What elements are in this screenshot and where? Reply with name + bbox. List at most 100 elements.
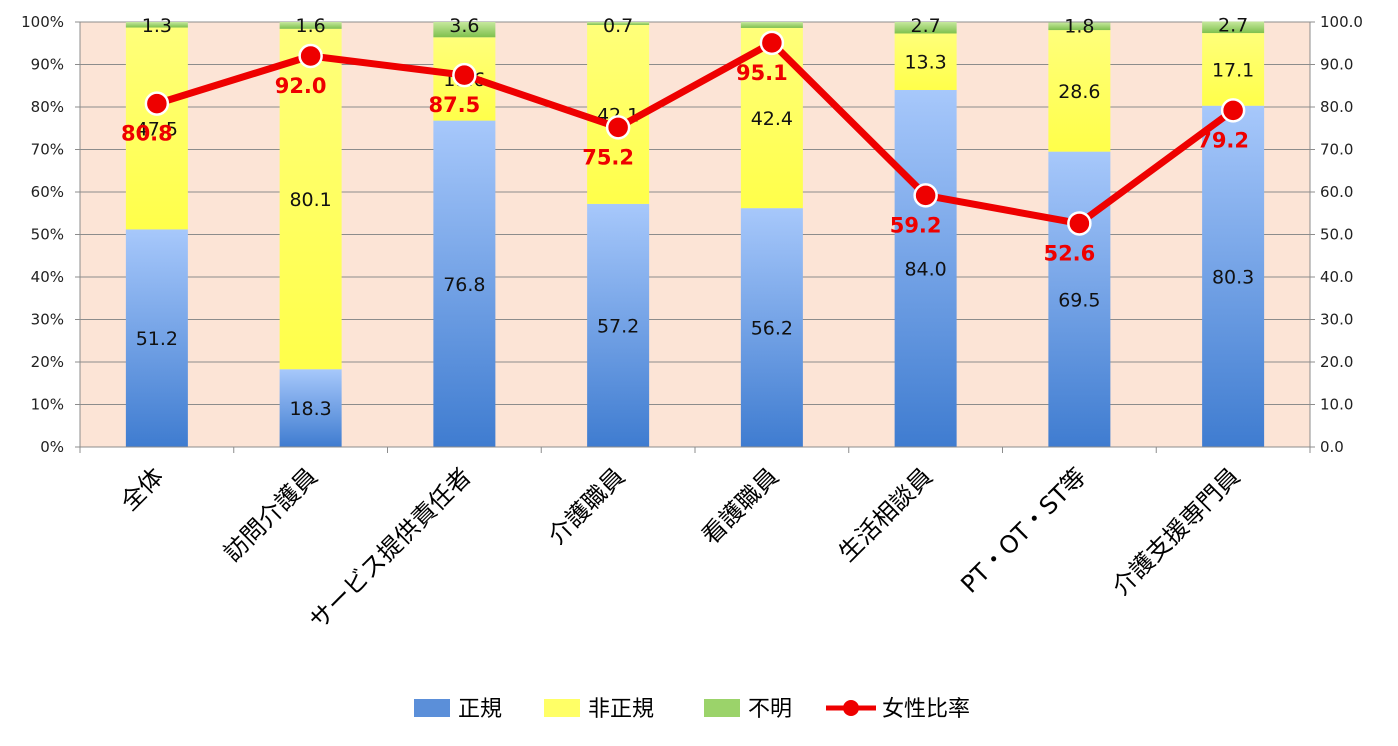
- axes: 0% 10% 20% 30% 40% 50% 60% 70% 80% 90% 100% 0.0 10.0…: [21, 13, 1363, 456]
- bar-segment-unknown: [125, 22, 188, 28]
- right-tick-label: 20.0: [1320, 353, 1353, 371]
- female-ratio-label: 75.2: [582, 145, 634, 169]
- bar-segment-nonregular: [279, 28, 342, 370]
- bar-segment-regular: [125, 229, 188, 447]
- category-label: PT・OT・ST等: [955, 462, 1091, 598]
- segment-label-regular: 18.3: [289, 398, 331, 420]
- left-tick-label: 20%: [31, 353, 64, 371]
- legend: 正規 非正規 不明 女性比率: [414, 697, 970, 722]
- female-ratio-label: 59.2: [890, 213, 942, 237]
- left-tick-label: 50%: [31, 226, 64, 244]
- category-label: 介護支援専門員: [1107, 462, 1246, 601]
- category-label: サービス提供責任者: [304, 462, 477, 635]
- bar-segment-regular: [1202, 105, 1265, 447]
- left-tick-label: 30%: [31, 311, 64, 329]
- bar-segment-regular: [433, 120, 496, 447]
- category-label: 看護職員: [696, 462, 784, 550]
- segment-label-unknown: 1.8: [1064, 15, 1094, 37]
- bar-segment-nonregular: [894, 33, 957, 90]
- segment-label-nonregular: 28.6: [1058, 81, 1100, 103]
- category-label: 生活相談員: [833, 462, 938, 567]
- bar-segment-unknown: [587, 22, 650, 25]
- legend-label-regular: 正規: [458, 697, 502, 722]
- bar-segment-nonregular: [125, 27, 188, 230]
- female-ratio-label: 79.2: [1197, 128, 1249, 152]
- bar-segment-regular: [894, 90, 957, 447]
- bars: [125, 21, 1265, 447]
- legend-label-nonregular: 非正規: [588, 697, 654, 722]
- bar-segment-regular: [279, 369, 342, 447]
- right-tick-label: 10.0: [1320, 396, 1353, 414]
- bar-segment-regular: [1048, 151, 1111, 447]
- segment-label-unknown: 0.7: [603, 15, 633, 37]
- segment-label-unknown: 1.6: [296, 15, 326, 37]
- segment-label-nonregular: 80.1: [289, 189, 331, 211]
- right-tick-label: 50.0: [1320, 226, 1353, 244]
- bar-segment-nonregular: [1202, 33, 1265, 106]
- left-tick-label: 70%: [31, 141, 64, 159]
- female-ratio-label: 95.1: [736, 61, 788, 85]
- female-ratio-line: 80.8 92.0 87.5 75.2 95.1 59.2 52.6 79.2: [121, 30, 1249, 265]
- right-tick-label: 40.0: [1320, 268, 1353, 286]
- segment-label-regular: 51.2: [136, 328, 178, 350]
- legend-swatch-unknown: [704, 699, 740, 717]
- segment-label-unknown: 2.7: [911, 15, 941, 37]
- female-ratio-polyline: [155, 39, 1236, 227]
- legend-swatch-nonregular: [544, 699, 580, 717]
- segment-label-unknown: 3.6: [449, 15, 479, 37]
- category-label: 訪問介護員: [218, 462, 323, 567]
- left-tick-label: 40%: [31, 268, 64, 286]
- legend-marker-female-ratio: [843, 700, 859, 716]
- bar-segment-unknown: [433, 22, 496, 38]
- right-tick-label: 80.0: [1320, 98, 1353, 116]
- segment-label-regular: 57.2: [597, 315, 639, 337]
- left-tick-label: 80%: [31, 98, 64, 116]
- left-tick-label: 100%: [21, 13, 64, 31]
- category-label: 介護職員: [543, 462, 631, 550]
- female-ratio-point: [452, 62, 477, 88]
- female-ratio-label: 80.8: [121, 122, 173, 146]
- left-tick-label: 0%: [40, 438, 64, 456]
- segment-label-unknown: 2.7: [1218, 15, 1248, 37]
- segment-label-regular: 56.2: [751, 318, 793, 340]
- right-tick-label: 30.0: [1320, 311, 1353, 329]
- bar-segment-unknown: [279, 22, 342, 29]
- female-ratio-point: [1220, 98, 1246, 123]
- right-tick-label: 60.0: [1320, 183, 1353, 201]
- female-ratio-point: [605, 115, 631, 140]
- female-ratio-point: [759, 30, 785, 56]
- segment-label-regular: 80.3: [1212, 266, 1254, 288]
- legend-swatch-regular: [414, 699, 450, 717]
- segment-label-regular: 84.0: [904, 259, 946, 281]
- segment-label-regular: 76.8: [443, 274, 485, 296]
- female-ratio-point: [144, 91, 170, 116]
- right-tick-label: 90.0: [1320, 56, 1353, 74]
- right-tick-label: 0.0: [1320, 438, 1344, 456]
- bar-segment-nonregular: [1048, 30, 1111, 152]
- female-ratio-point: [913, 183, 938, 208]
- left-tick-label: 90%: [31, 56, 64, 74]
- left-tick-label: 10%: [31, 396, 64, 414]
- bar-segment-unknown: [894, 22, 957, 34]
- bar-segment-unknown: [740, 22, 803, 28]
- female-ratio-label: 92.0: [275, 74, 327, 98]
- segment-label-unknown: 1.3: [142, 15, 172, 37]
- female-ratio-label: 87.5: [428, 93, 480, 117]
- segment-label-nonregular: 13.3: [904, 52, 946, 74]
- female-ratio-point: [1067, 211, 1092, 236]
- female-ratio-label: 52.6: [1043, 241, 1095, 265]
- bar-segment-unknown: [1202, 21, 1265, 34]
- left-tick-label: 60%: [31, 183, 64, 201]
- bar-segment-unknown: [1048, 22, 1111, 31]
- segment-label-regular: 69.5: [1058, 289, 1100, 311]
- bar-segment-regular: [587, 203, 650, 447]
- right-tick-label: 100.0: [1320, 13, 1363, 31]
- right-tick-label: 70.0: [1320, 141, 1353, 159]
- legend-label-unknown: 不明: [748, 697, 792, 722]
- female-ratio-point: [298, 43, 323, 69]
- segment-label-nonregular: 47.5: [136, 118, 178, 140]
- category-label: 全体: [115, 462, 169, 516]
- bar-segment-regular: [740, 208, 803, 447]
